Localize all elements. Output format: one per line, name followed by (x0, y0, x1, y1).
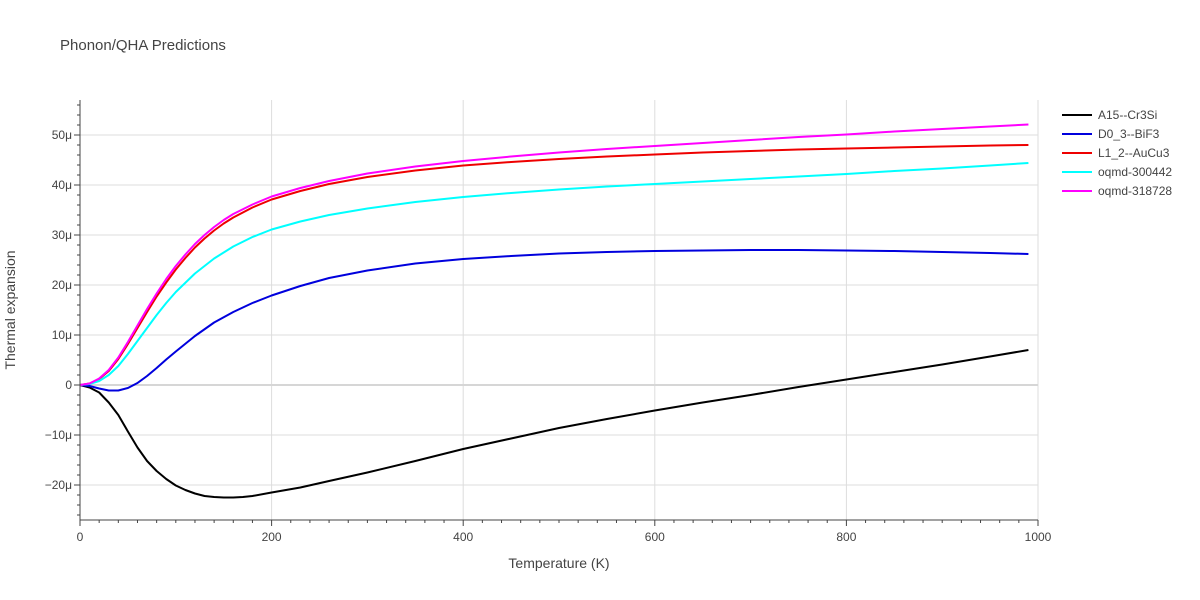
y-tick-label: −10μ (45, 428, 72, 442)
x-tick-label: 600 (645, 530, 665, 544)
series-line-A15--Cr3Si (79, 349, 1029, 499)
axes (74, 100, 1039, 526)
series-line-L1_2--AuCu3 (79, 144, 1029, 386)
y-tick-labels: −20μ −10μ 0 10μ 20μ 30μ 40μ 50μ (45, 128, 73, 492)
y-tick-label: 20μ (52, 278, 72, 292)
y-tick-label: 30μ (52, 228, 72, 242)
x-tick-labels: 0 200 400 600 800 1000 (77, 530, 1052, 544)
y-tick-label: 40μ (52, 178, 72, 192)
y-tick-label: 50μ (52, 128, 72, 142)
legend-label: oqmd-300442 (1098, 165, 1172, 179)
legend-item[interactable]: A15--Cr3Si (1062, 108, 1157, 122)
y-tick-label: 0 (65, 378, 72, 392)
series-line-oqmd-318728 (79, 123, 1029, 386)
chart-title: Phonon/QHA Predictions (60, 37, 226, 54)
series-line-oqmd-300442 (79, 162, 1029, 386)
legend-label: A15--Cr3Si (1098, 108, 1157, 122)
x-tick-label: 400 (453, 530, 473, 544)
x-axis-label: Temperature (K) (508, 555, 609, 571)
legend-label: D0_3--BiF3 (1098, 127, 1160, 141)
series-lines (79, 123, 1029, 499)
x-tick-label: 200 (262, 530, 282, 544)
x-tick-label: 0 (77, 530, 84, 544)
legend-label: L1_2--AuCu3 (1098, 146, 1170, 160)
y-tick-label: −20μ (45, 478, 72, 492)
series-line-D0_3--BiF3 (79, 249, 1029, 392)
x-tick-label: 800 (836, 530, 856, 544)
legend-item[interactable]: oqmd-300442 (1062, 165, 1172, 179)
legend-item[interactable]: D0_3--BiF3 (1062, 127, 1160, 141)
legend-item[interactable]: oqmd-318728 (1062, 184, 1172, 198)
legend-item[interactable]: L1_2--AuCu3 (1062, 146, 1170, 160)
grid-lines (80, 100, 1039, 520)
x-tick-label: 1000 (1025, 530, 1052, 544)
y-axis-label: Thermal expansion (2, 250, 18, 369)
legend[interactable]: A15--Cr3Si D0_3--BiF3 L1_2--AuCu3 oqmd-3004… (1062, 108, 1172, 198)
legend-label: oqmd-318728 (1098, 184, 1172, 198)
y-tick-label: 10μ (52, 328, 72, 342)
